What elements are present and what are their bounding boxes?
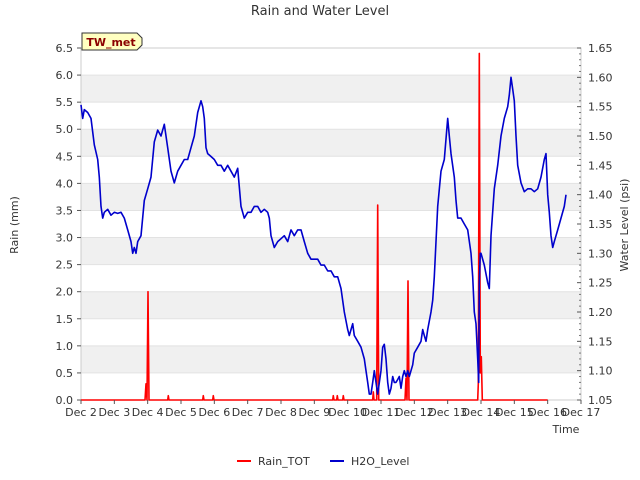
y-left-tick-label: 1.0 — [56, 340, 74, 353]
rain-line — [81, 52, 548, 401]
background-bands — [81, 75, 581, 373]
y-right-tick-label: 1.60 — [588, 71, 613, 84]
legend-water-label: H2O_Level — [351, 455, 409, 468]
x-tick-label: Dec 10 — [328, 406, 367, 419]
y-left-tick-label: 3.5 — [56, 204, 74, 217]
y-left-tick-label: 0.0 — [56, 394, 74, 407]
x-tick-label: Dec 14 — [462, 406, 501, 419]
y-right-tick-label: 1.50 — [588, 130, 613, 143]
x-tick-label: Dec 8 — [265, 406, 297, 419]
x-tick-label: Dec 7 — [232, 406, 264, 419]
background-band — [81, 345, 581, 373]
y-right-tick-label: 1.20 — [588, 306, 613, 319]
y-right-axis-label: Water Level (psi) — [618, 179, 631, 272]
y-left-tick-label: 4.0 — [56, 177, 74, 190]
legend: Rain_TOT H2O_Level — [237, 455, 409, 468]
station-label: TW_met — [86, 36, 135, 49]
y-left-tick-label: 5.0 — [56, 123, 74, 136]
y-right-tick-label: 1.10 — [588, 365, 613, 378]
x-tick-label: Dec 2 — [65, 406, 97, 419]
x-tick-label: Dec 12 — [395, 406, 434, 419]
chart-title: Rain and Water Level — [251, 4, 389, 19]
y-right-tick-label: 1.05 — [588, 394, 613, 407]
x-axis: Dec 2 Dec 3 Dec 4 Dec 5 Dec 6 Dec 7 Dec 8 Dec 9… — [65, 400, 600, 419]
background-band — [81, 75, 581, 103]
y-right-axis: 1.05 1.10 1.15 1.20 1.25 1.30 1.35 1.40 1.45 1.50… — [577, 42, 613, 407]
y-left-axis: 0.0 0.5 1.0 1.5 2.0 2.5 3.0 3.5 4.0 4.5 5.0 5.5 6.0 6… — [56, 42, 81, 407]
water-series — [80, 76, 567, 395]
y-left-tick-label: 0.5 — [56, 367, 74, 380]
background-band — [81, 291, 581, 319]
background-band — [81, 183, 581, 211]
rain-series — [81, 52, 548, 401]
legend-rain-label: Rain_TOT — [258, 455, 310, 468]
x-tick-label: Dec 11 — [362, 406, 401, 419]
y-right-tick-label: 1.65 — [588, 42, 613, 55]
y-right-tick-label: 1.40 — [588, 189, 613, 202]
background-band — [81, 129, 581, 157]
background-band — [81, 237, 581, 265]
x-tick-label: Dec 9 — [298, 406, 330, 419]
y-left-tick-label: 3.0 — [56, 232, 74, 245]
x-tick-label: Dec 6 — [198, 406, 230, 419]
y-left-tick-label: 2.5 — [56, 259, 74, 272]
x-tick-label: Dec 15 — [495, 406, 534, 419]
x-tick-label: Dec 17 — [562, 406, 601, 419]
y-right-tick-label: 1.30 — [588, 247, 613, 260]
y-right-tick-label: 1.15 — [588, 335, 613, 348]
y-right-tick-label: 1.35 — [588, 218, 613, 231]
station-badge: TW_met — [81, 32, 143, 51]
y-left-axis-label: Rain (mm) — [8, 196, 21, 254]
x-tick-label: Dec 3 — [98, 406, 130, 419]
x-tick-label: Dec 16 — [528, 406, 567, 419]
y-right-tick-label: 1.25 — [588, 277, 613, 290]
x-tick-label: Dec 5 — [165, 406, 197, 419]
y-left-tick-label: 2.0 — [56, 286, 74, 299]
x-axis-label: Time — [552, 423, 580, 436]
y-left-tick-label: 4.5 — [56, 150, 74, 163]
y-left-tick-label: 6.0 — [56, 69, 74, 82]
x-tick-label: Dec 4 — [132, 406, 164, 419]
y-left-tick-label: 5.5 — [56, 96, 74, 109]
y-right-tick-label: 1.45 — [588, 159, 613, 172]
y-left-tick-label: 6.5 — [56, 42, 74, 55]
y-left-tick-label: 1.5 — [56, 313, 74, 326]
y-right-tick-label: 1.55 — [588, 101, 613, 114]
x-tick-label: Dec 13 — [428, 406, 467, 419]
water-level-line — [80, 76, 567, 395]
